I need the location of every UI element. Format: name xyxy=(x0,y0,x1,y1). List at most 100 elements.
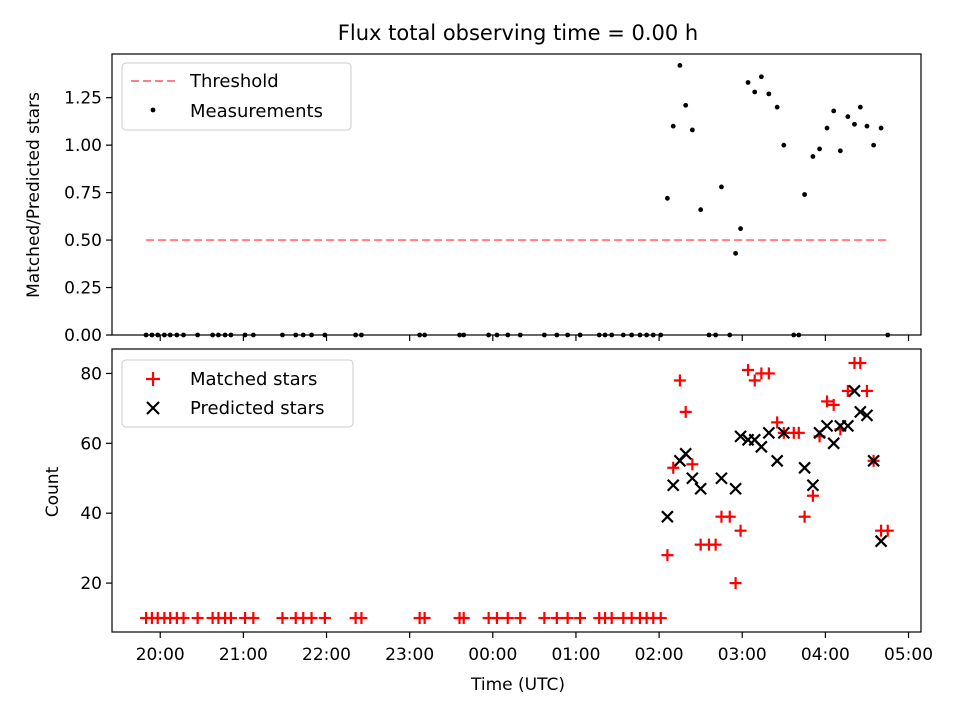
measurement-point xyxy=(864,123,870,129)
predicted-point xyxy=(798,461,811,475)
measurement-point xyxy=(817,146,822,152)
top-legend: Threshold Measurements xyxy=(121,62,352,131)
bottom-y-tick-label: 60 xyxy=(80,434,102,454)
matched-point xyxy=(247,612,260,625)
matched-legend-label: Matched stars xyxy=(190,369,317,390)
measurement-point xyxy=(871,142,877,148)
predicted-point xyxy=(762,426,776,440)
measurement-point xyxy=(665,195,670,201)
matched-point xyxy=(709,538,722,551)
matched-point xyxy=(806,489,819,502)
predicted-point xyxy=(854,405,867,419)
measurement-point xyxy=(824,125,830,131)
measurement-point xyxy=(677,62,683,68)
predicted-point xyxy=(666,478,680,492)
measurement-point xyxy=(837,148,843,154)
matched-point xyxy=(686,458,699,471)
measurement-point xyxy=(698,207,704,213)
threshold-legend-label: Threshold xyxy=(189,71,279,92)
bottom-x-axis: 20:00 21:00 22:00 23:00 00:00 01:00 02:00 03:00… xyxy=(136,632,933,665)
measurement-point xyxy=(738,226,743,232)
predicted-point xyxy=(686,471,699,485)
measurement-point xyxy=(766,91,772,97)
top-y-axis: 0.00 0.25 0.50 0.75 1.00 1.25 xyxy=(64,89,112,346)
measurements-legend-swatch xyxy=(150,107,156,113)
matched-point xyxy=(177,612,190,625)
x-tick-label: 23:00 xyxy=(385,645,434,665)
bottom-plot-frame xyxy=(111,348,922,633)
matched-point xyxy=(550,612,563,625)
matched-point xyxy=(318,612,331,625)
matched-point xyxy=(355,612,368,625)
bottom-y-tick-label: 40 xyxy=(80,504,102,524)
matched-point xyxy=(667,461,680,474)
matched-point xyxy=(457,612,470,625)
measurement-point xyxy=(683,102,689,108)
top-y-tick-label: 0.75 xyxy=(64,184,102,204)
measurement-point xyxy=(752,89,758,95)
predicted-point xyxy=(867,454,880,468)
matched-point xyxy=(605,612,618,625)
measurement-point xyxy=(670,123,676,129)
measurement-point xyxy=(802,192,807,197)
top-legend-box xyxy=(121,62,352,131)
matched-point xyxy=(574,612,587,625)
x-tick-label: 02:00 xyxy=(635,645,684,665)
measurement-point xyxy=(852,121,857,127)
x-tick-label: 05:00 xyxy=(884,645,933,665)
predicted-point xyxy=(729,482,742,496)
x-tick-label: 21:00 xyxy=(219,645,268,665)
matched-point xyxy=(742,363,755,376)
matched-point xyxy=(729,577,742,590)
predicted-point xyxy=(770,454,784,468)
predicted-point xyxy=(874,534,888,548)
matched-point xyxy=(792,426,805,439)
matched-point xyxy=(854,356,867,369)
matched-point xyxy=(771,416,784,429)
bottom-y-axis-label: Count xyxy=(43,466,63,517)
measurement-point xyxy=(845,114,851,120)
x-tick-label: 03:00 xyxy=(718,645,767,665)
bottom-y-tick-label: 20 xyxy=(80,574,102,594)
top-x-axis xyxy=(159,335,910,341)
matched-legend-swatch xyxy=(146,372,160,386)
matched-point xyxy=(224,612,237,625)
figure-title: Flux total observing time = 0.00 h xyxy=(338,21,698,45)
bottom-panel: 20 40 60 80 20:00 21:00 22:00 23:00 00:00 01:00 0… xyxy=(43,348,933,695)
matched-point xyxy=(860,384,873,397)
measurement-point xyxy=(758,74,764,80)
matched-point xyxy=(748,374,761,387)
bottom-y-tick-label: 80 xyxy=(80,364,102,384)
top-y-tick-label: 1.25 xyxy=(64,89,102,109)
bottom-y-axis: 20 40 60 80 xyxy=(80,364,112,594)
predicted-point xyxy=(827,437,840,450)
matched-point xyxy=(762,367,775,380)
x-tick-label: 20:00 xyxy=(136,645,185,665)
matched-point xyxy=(514,612,527,625)
matched-point xyxy=(841,384,854,397)
top-panel: 0.00 0.25 0.50 0.75 1.00 1.25 Matched/Predict… xyxy=(24,53,922,346)
matched-point xyxy=(490,612,503,625)
matched-point xyxy=(305,612,318,625)
x-tick-label: 00:00 xyxy=(468,645,517,665)
measurement-point xyxy=(689,127,695,133)
predicted-point xyxy=(820,419,834,433)
predicted-legend-label: Predicted stars xyxy=(190,398,324,419)
predicted-point xyxy=(806,478,820,492)
measurement-point xyxy=(745,80,751,85)
matched-point xyxy=(654,612,667,625)
matched-point xyxy=(661,549,674,562)
matched-point xyxy=(561,612,574,625)
top-y-tick-label: 0.25 xyxy=(64,279,102,299)
measurement-point xyxy=(733,250,738,256)
x-tick-label: 22:00 xyxy=(302,645,351,665)
matched-point xyxy=(821,395,834,408)
matched-point xyxy=(276,612,289,625)
matched-point xyxy=(827,398,840,411)
matched-point xyxy=(673,374,686,387)
predicted-point xyxy=(661,510,674,523)
predicted-point xyxy=(694,482,707,496)
x-tick-label: 01:00 xyxy=(551,645,600,665)
top-y-tick-label: 0.50 xyxy=(64,231,102,251)
